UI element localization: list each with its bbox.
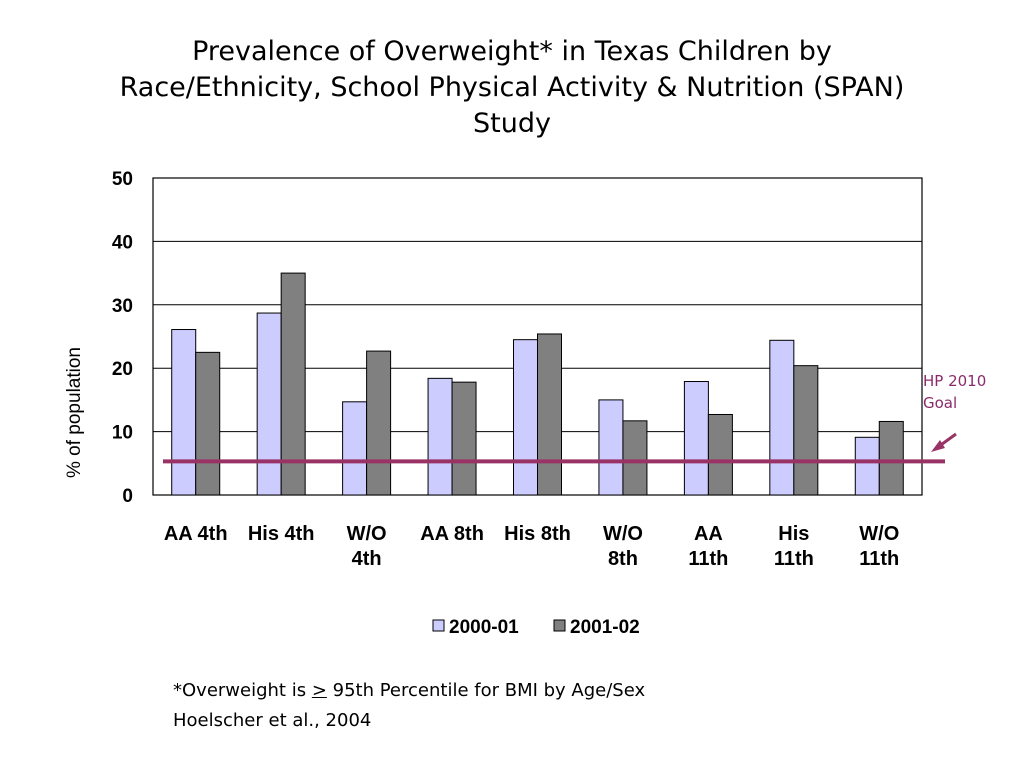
chart-title: Prevalence of Overweight* in Texas Child… (60, 34, 964, 142)
bar-2000-01 (854, 436, 880, 496)
x-category-label: W/O (603, 523, 643, 545)
x-category-label: W/O (859, 523, 899, 545)
chart-title-line: Study (473, 108, 551, 139)
x-category-label: 11th (688, 548, 728, 570)
x-category-label: W/O (347, 523, 387, 545)
y-tick-label: 20 (112, 359, 133, 380)
footnote: *Overweight is > 95th Percentile for BMI… (173, 676, 873, 736)
chart-title-line: Race/Ethnicity, School Physical Activity… (119, 72, 905, 103)
bar-2001-02 (451, 381, 477, 496)
goal-arrowhead (931, 440, 945, 452)
y-tick-label: 50 (112, 169, 133, 190)
y-tick-label: 0 (122, 486, 133, 507)
y-tick-label: 40 (112, 232, 133, 253)
x-category-label: His (778, 523, 809, 545)
chart-title-line: Prevalence of Overweight* in Texas Child… (192, 36, 832, 67)
legend-swatch-2001-02 (553, 619, 566, 632)
x-category-label: 4th (352, 548, 382, 570)
bar-2001-02 (195, 351, 221, 496)
y-tick-label: 10 (112, 423, 133, 444)
legend-label: 2000-01 (449, 617, 519, 638)
x-category-label: AA 4th (164, 523, 228, 545)
goal-label-line: HP 2010 (923, 372, 987, 390)
x-category-label: 11th (774, 548, 814, 570)
x-category-label: AA (694, 523, 723, 545)
footnote-definition: *Overweight is > 95th Percentile for BMI… (173, 676, 873, 706)
footnote-citation: Hoelscher et al., 2004 (173, 710, 372, 731)
x-category-label: 11th (859, 548, 899, 570)
bar-2000-01 (513, 339, 538, 496)
x-category-label: AA 8th (420, 523, 484, 545)
bar-2001-02 (280, 272, 306, 496)
goal-label: HP 2010 Goal (923, 370, 1013, 414)
x-category-label: His 4th (248, 523, 315, 545)
y-tick-label: 30 (112, 296, 133, 317)
bar-2000-01 (427, 377, 453, 496)
x-category-label: 8th (608, 548, 638, 570)
y-axis-label: % of population (64, 347, 85, 478)
bar-2000-01 (171, 329, 197, 496)
bar-2001-02 (793, 365, 819, 496)
footnote-suffix: 95th Percentile for BMI by Age/Sex (326, 680, 646, 701)
bar-2000-01 (342, 401, 368, 496)
footnote-prefix: *Overweight is (173, 680, 312, 701)
footnote-symbol: > (311, 680, 327, 701)
legend-swatch-2000-01 (432, 619, 445, 632)
bar-2000-01 (683, 381, 709, 496)
bar-2001-02 (537, 333, 562, 496)
bar-2000-01 (256, 312, 282, 496)
bar-2001-02 (707, 413, 733, 496)
bar-2001-02 (366, 350, 392, 496)
x-category-label: His 8th (504, 523, 571, 545)
bar-2001-02 (622, 420, 648, 496)
bar-2000-01 (769, 339, 795, 496)
legend-label: 2001-02 (570, 617, 640, 638)
bar-2000-01 (598, 399, 624, 496)
goal-label-line: Goal (923, 394, 958, 412)
bar-2001-02 (878, 420, 904, 496)
